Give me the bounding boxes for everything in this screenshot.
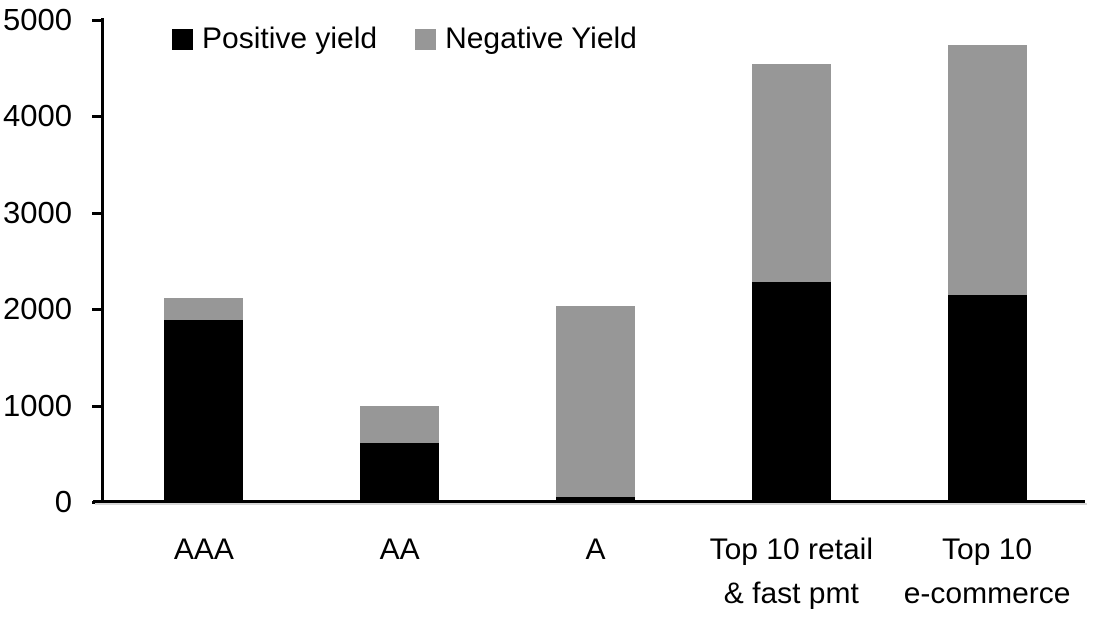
y-axis-tick-label: 4000 [3, 98, 72, 134]
x-axis-category-label-top-10-e-commerce: Top 10 e-commerce [903, 533, 1071, 610]
y-axis-line [101, 18, 104, 504]
x-axis-category-label-top-10-retail-fast-pmt: Top 10 retail & fast pmt [709, 533, 874, 610]
y-axis-tick-mark [92, 308, 102, 312]
bar-segment-negative-yield-top-10-retail-fast-pmt [751, 63, 831, 283]
legend: Positive yield Negative Yield [172, 22, 637, 56]
x-axis-category-label-a: A [585, 533, 606, 566]
y-axis-tick-mark [92, 404, 102, 408]
bar-segment-positive-yield-top-10-e-commerce [947, 295, 1027, 502]
legend-label-negative-yield: Negative Yield [445, 22, 637, 55]
y-axis-tick-label: 5000 [3, 2, 72, 37]
bar-segment-negative-yield-aa [360, 405, 440, 443]
legend-item-positive-yield: Positive yield [172, 22, 377, 56]
x-axis-category-label-aaa: AAA [173, 533, 234, 566]
x-axis-shadow-line [95, 503, 1087, 505]
bar-segment-positive-yield-a [556, 497, 635, 502]
y-axis-tick-mark [92, 211, 102, 215]
y-axis-tick-label: 3000 [3, 194, 72, 230]
bar-segment-negative-yield-top-10-e-commerce [947, 45, 1027, 296]
bar-segment-negative-yield-aaa [164, 298, 244, 320]
y-axis-tick-label: 0 [54, 484, 72, 519]
legend-item-negative-yield: Negative Yield [415, 22, 637, 56]
x-axis-category-label-aa: AA [379, 533, 420, 566]
legend-swatch-negative-yield-icon [415, 28, 437, 50]
legend-swatch-positive-yield-icon [172, 28, 193, 50]
legend-label-positive-yield: Positive yield [202, 22, 378, 55]
y-axis-tick-label: 1000 [3, 387, 72, 423]
y-axis-tick-mark [92, 115, 102, 119]
y-axis-tick-label: 2000 [3, 291, 72, 327]
bar-segment-positive-yield-top-10-retail-fast-pmt [751, 282, 831, 502]
bar-segment-negative-yield-a [556, 306, 635, 498]
x-axis-line [93, 500, 1085, 503]
bar-segment-positive-yield-aa [360, 442, 440, 502]
bar-segment-positive-yield-aaa [164, 319, 244, 502]
y-axis-tick-mark [92, 19, 102, 22]
